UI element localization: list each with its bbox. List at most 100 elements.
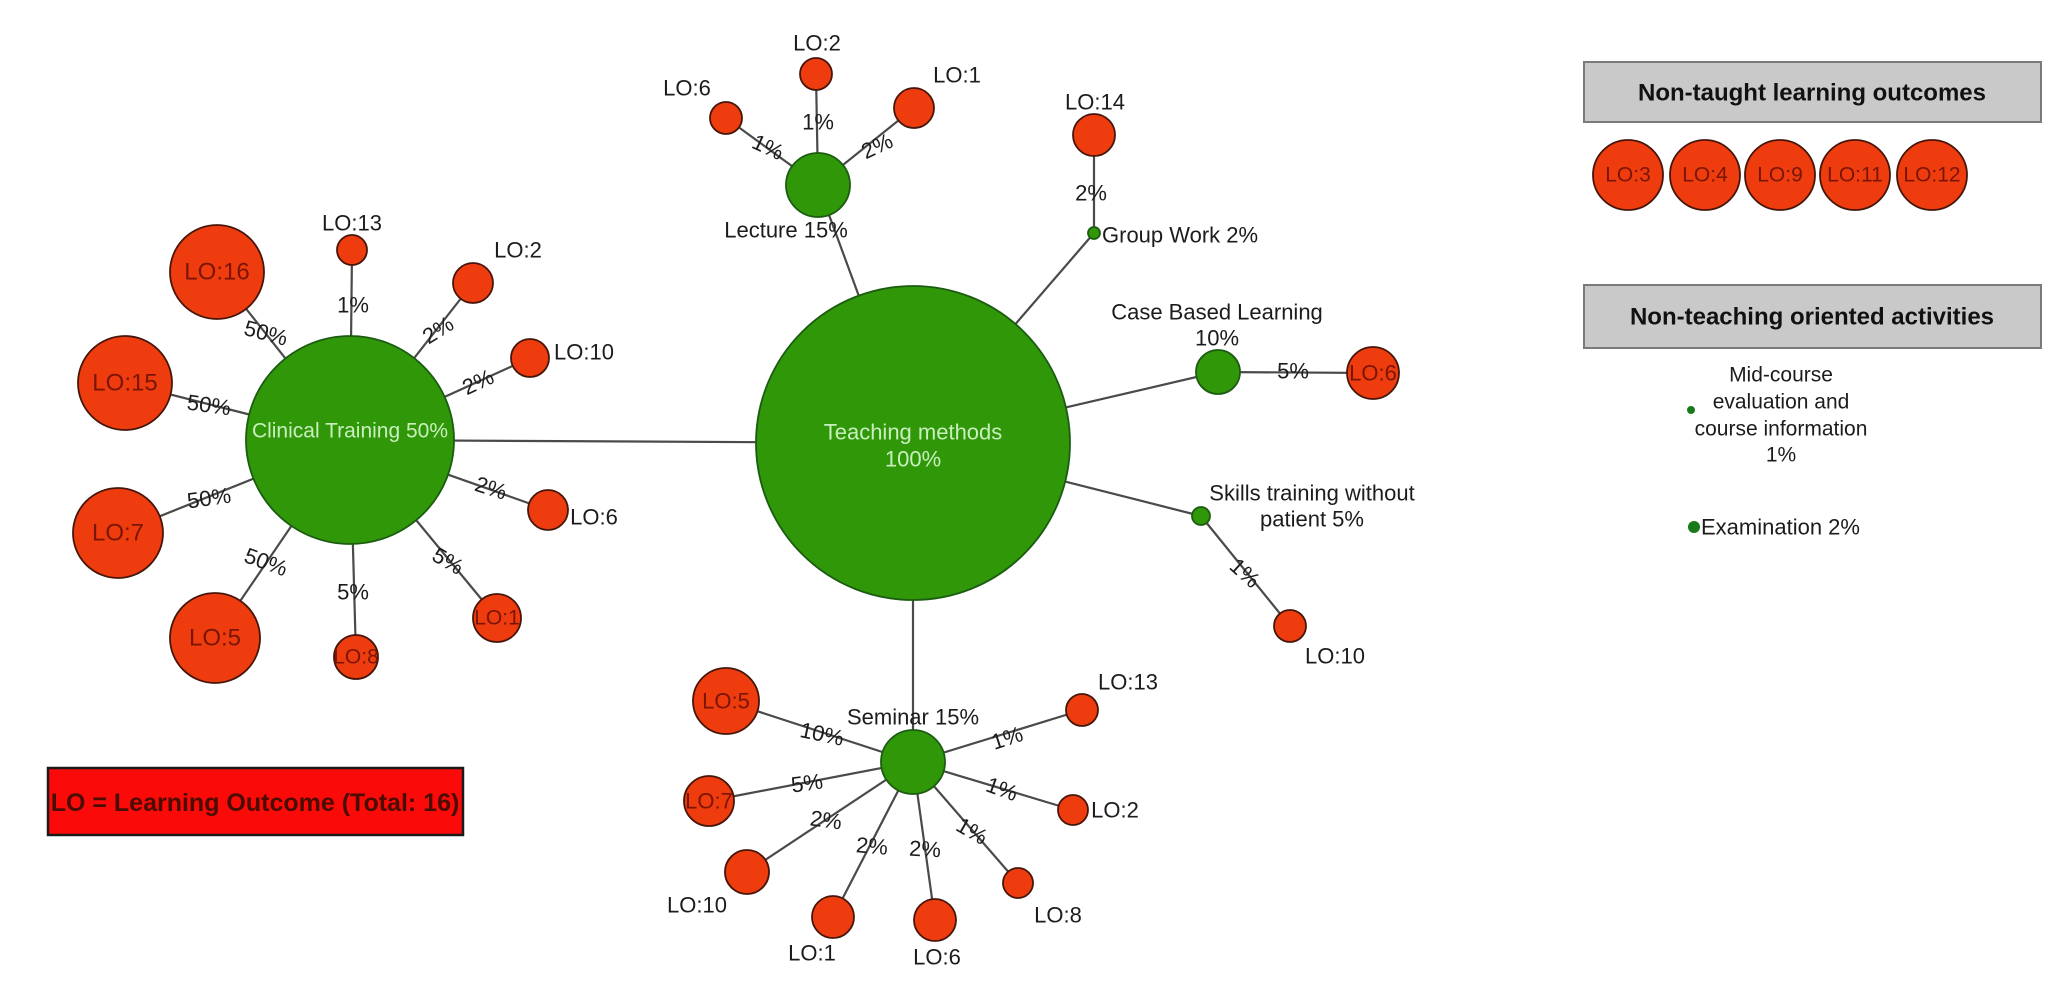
node-non-taught-lo11 (1819, 139, 1891, 211)
lecture-lo1-label: LO:1 (933, 63, 981, 88)
group-work-label: Group Work 2% (1102, 223, 1258, 248)
clinical-lo2-pct: 2% (418, 311, 458, 349)
clinical-lo8-label: LO:8 (333, 646, 379, 669)
clinical-lo5-pct: 50% (241, 543, 291, 582)
case-based-lo6-pct: 5% (1277, 359, 1309, 384)
nodes-layer (72, 57, 1400, 942)
seminar-lo6-pct: 2% (908, 836, 941, 863)
seminar-lo10-pct: 2% (809, 805, 844, 834)
node-teaching-methods (755, 285, 1071, 601)
clinical-lo5-label: LO:5 (189, 625, 241, 652)
non-taught-lo11-label: LO:11 (1827, 164, 1883, 187)
clinical-lo13-pct: 1% (337, 293, 369, 318)
group-work-lo14-pct: 2% (1075, 181, 1107, 206)
node-clinical-lo6 (527, 489, 569, 531)
clinical-lo16-pct: 50% (241, 315, 290, 351)
node-clinical-lo16 (169, 224, 265, 320)
clinical-lo7-label: LO:7 (92, 520, 144, 547)
seminar-lo1-pct: 2% (855, 832, 889, 860)
node-clinical-lo10 (510, 338, 550, 378)
node-clinical-lo13 (336, 234, 368, 266)
non-taught-title: Non-taught learning outcomes (1638, 80, 1986, 107)
seminar-label: Seminar 15% (847, 705, 979, 730)
clinical-lo13-label: LO:13 (322, 211, 382, 236)
clinical-lo2-label: LO:2 (494, 238, 542, 263)
node-clinical-lo1 (472, 593, 522, 643)
node-seminar-lo10 (724, 849, 770, 895)
lecture-lo2-label: LO:2 (793, 31, 841, 56)
non-taught-lo4-label: LO:4 (1682, 164, 1728, 187)
clinical-lo10-pct: 2% (458, 364, 497, 400)
node-clinical-lo5 (169, 592, 261, 684)
seminar-lo13-label: LO:13 (1098, 670, 1158, 695)
seminar-lo7-pct: 5% (790, 768, 825, 797)
clinical-lo7-pct: 50% (185, 483, 232, 514)
edge-seminar-lo7 (708, 760, 914, 803)
clinical-training-label: Clinical Training 50% (252, 420, 448, 443)
clinical-lo15-pct: 50% (185, 390, 232, 421)
mid-course-label-line4: 1% (1766, 444, 1796, 467)
node-clinical-lo7 (72, 487, 164, 579)
examination-label: Examination 2% (1701, 515, 1860, 540)
node-clinical-lo2 (452, 262, 494, 304)
non-teaching-header-box (1583, 284, 2042, 349)
non-taught-header-box (1583, 61, 2042, 123)
seminar-lo5-label: LO:5 (702, 689, 750, 714)
seminar-lo5-pct: 10% (798, 717, 846, 751)
node-clinical-training (245, 335, 455, 545)
node-non-taught-lo9 (1744, 139, 1816, 211)
node-seminar-lo6 (913, 898, 957, 942)
edge-skills-lo10 (1200, 515, 1291, 627)
mid-course-label-line3: course information (1695, 418, 1868, 441)
node-skills-lo10 (1273, 609, 1307, 643)
teaching-methods-label-line2: 100% (885, 447, 941, 472)
lecture-lo6-label: LO:6 (663, 76, 711, 101)
legend-non-taught: Non-taught learning outcomes LO:3 LO:4 L… (1583, 61, 2042, 211)
node-mid-course-evaluation (1687, 406, 1695, 414)
clinical-lo15-label: LO:15 (92, 370, 157, 397)
seminar-lo2-pct: 1% (983, 772, 1021, 806)
node-seminar-lo5 (692, 667, 760, 735)
node-group-work (1087, 226, 1101, 240)
node-seminar-lo8 (1002, 867, 1034, 899)
clinical-lo6-pct: 2% (472, 471, 510, 505)
clinical-lo10-label: LO:10 (554, 340, 614, 365)
lecture-lo2-pct: 1% (802, 110, 834, 135)
non-taught-lo3-label: LO:3 (1605, 164, 1651, 187)
node-lecture-lo6 (709, 101, 743, 135)
node-lecture-lo2 (799, 57, 833, 91)
key-box: LO = Learning Outcome (Total: 16) (46, 766, 465, 837)
case-based-label-line1: Case Based Learning (1111, 300, 1323, 325)
lecture-lo1-pct: 2% (857, 128, 896, 164)
node-seminar (880, 729, 946, 795)
seminar-lo6-label: LO:6 (913, 945, 961, 970)
node-lecture-lo1 (893, 87, 935, 129)
node-seminar-lo2 (1057, 794, 1089, 826)
mid-course-label-line2: evaluation and (1713, 391, 1850, 414)
clinical-lo6-label: LO:6 (570, 505, 618, 530)
node-clinical-lo8 (333, 634, 379, 680)
node-seminar-lo13 (1065, 693, 1099, 727)
seminar-lo7-label: LO:7 (685, 789, 733, 814)
node-non-taught-lo12 (1896, 139, 1968, 211)
non-taught-lo12-label: LO:12 (1903, 164, 1960, 187)
clinical-lo1-label: LO:1 (474, 607, 520, 630)
node-clinical-lo15 (77, 335, 173, 431)
skills-label-line1: Skills training without (1209, 481, 1414, 506)
case-based-label-line2: 10% (1195, 326, 1239, 351)
node-skills-training (1191, 506, 1211, 526)
node-seminar-lo7 (683, 775, 735, 827)
seminar-lo1-label: LO:1 (788, 941, 836, 966)
node-non-taught-lo3 (1592, 139, 1664, 211)
non-teaching-title: Non-teaching oriented activities (1630, 304, 1994, 331)
legend-non-teaching: Non-teaching oriented activities Mid-cou… (1583, 284, 2042, 540)
node-group-work-lo14 (1072, 113, 1116, 157)
node-examination (1688, 521, 1700, 533)
node-non-taught-lo4 (1669, 139, 1741, 211)
clinical-lo8-pct: 5% (337, 580, 369, 605)
lecture-label: Lecture 15% (724, 218, 848, 243)
group-work-lo14-label: LO:14 (1065, 90, 1125, 115)
clinical-lo16-label: LO:16 (184, 259, 249, 286)
